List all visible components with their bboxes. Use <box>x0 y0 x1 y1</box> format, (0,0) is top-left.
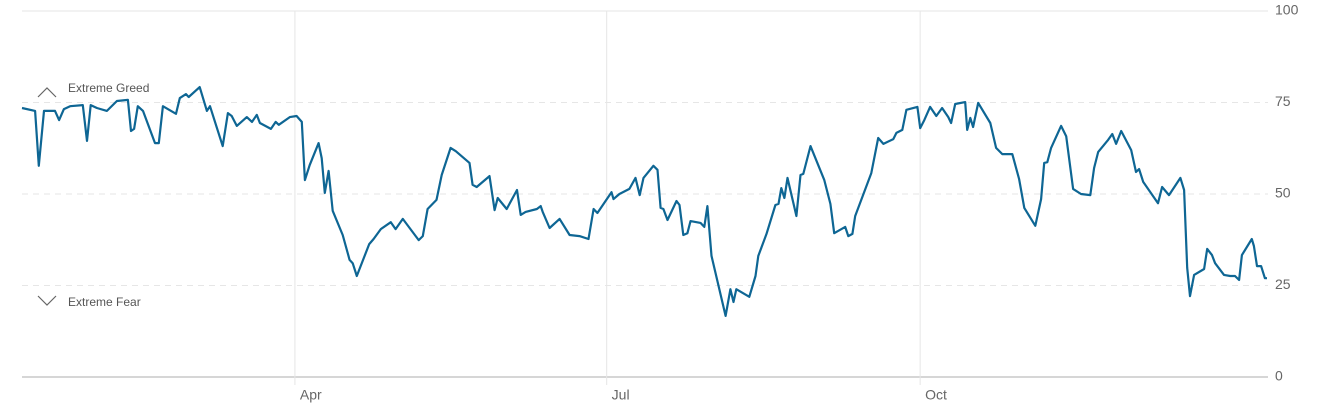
y-tick-label: 0 <box>1275 368 1283 384</box>
y-tick-label: 75 <box>1275 93 1291 109</box>
x-tick-label: Oct <box>925 387 947 403</box>
grid <box>22 10 1268 385</box>
line <box>21 86 1267 317</box>
down-chevron <box>37 295 57 306</box>
up-chevron <box>37 87 57 98</box>
x-tick-label: Apr <box>300 387 322 403</box>
y-tick-label: 50 <box>1275 185 1291 201</box>
y-tick-label: 100 <box>1275 2 1299 18</box>
annotation: Extreme Fear <box>68 295 141 309</box>
y-tick-label: 25 <box>1275 276 1291 292</box>
annotation: Extreme Greed <box>68 81 149 95</box>
x-tick-label: Jul <box>612 387 630 403</box>
